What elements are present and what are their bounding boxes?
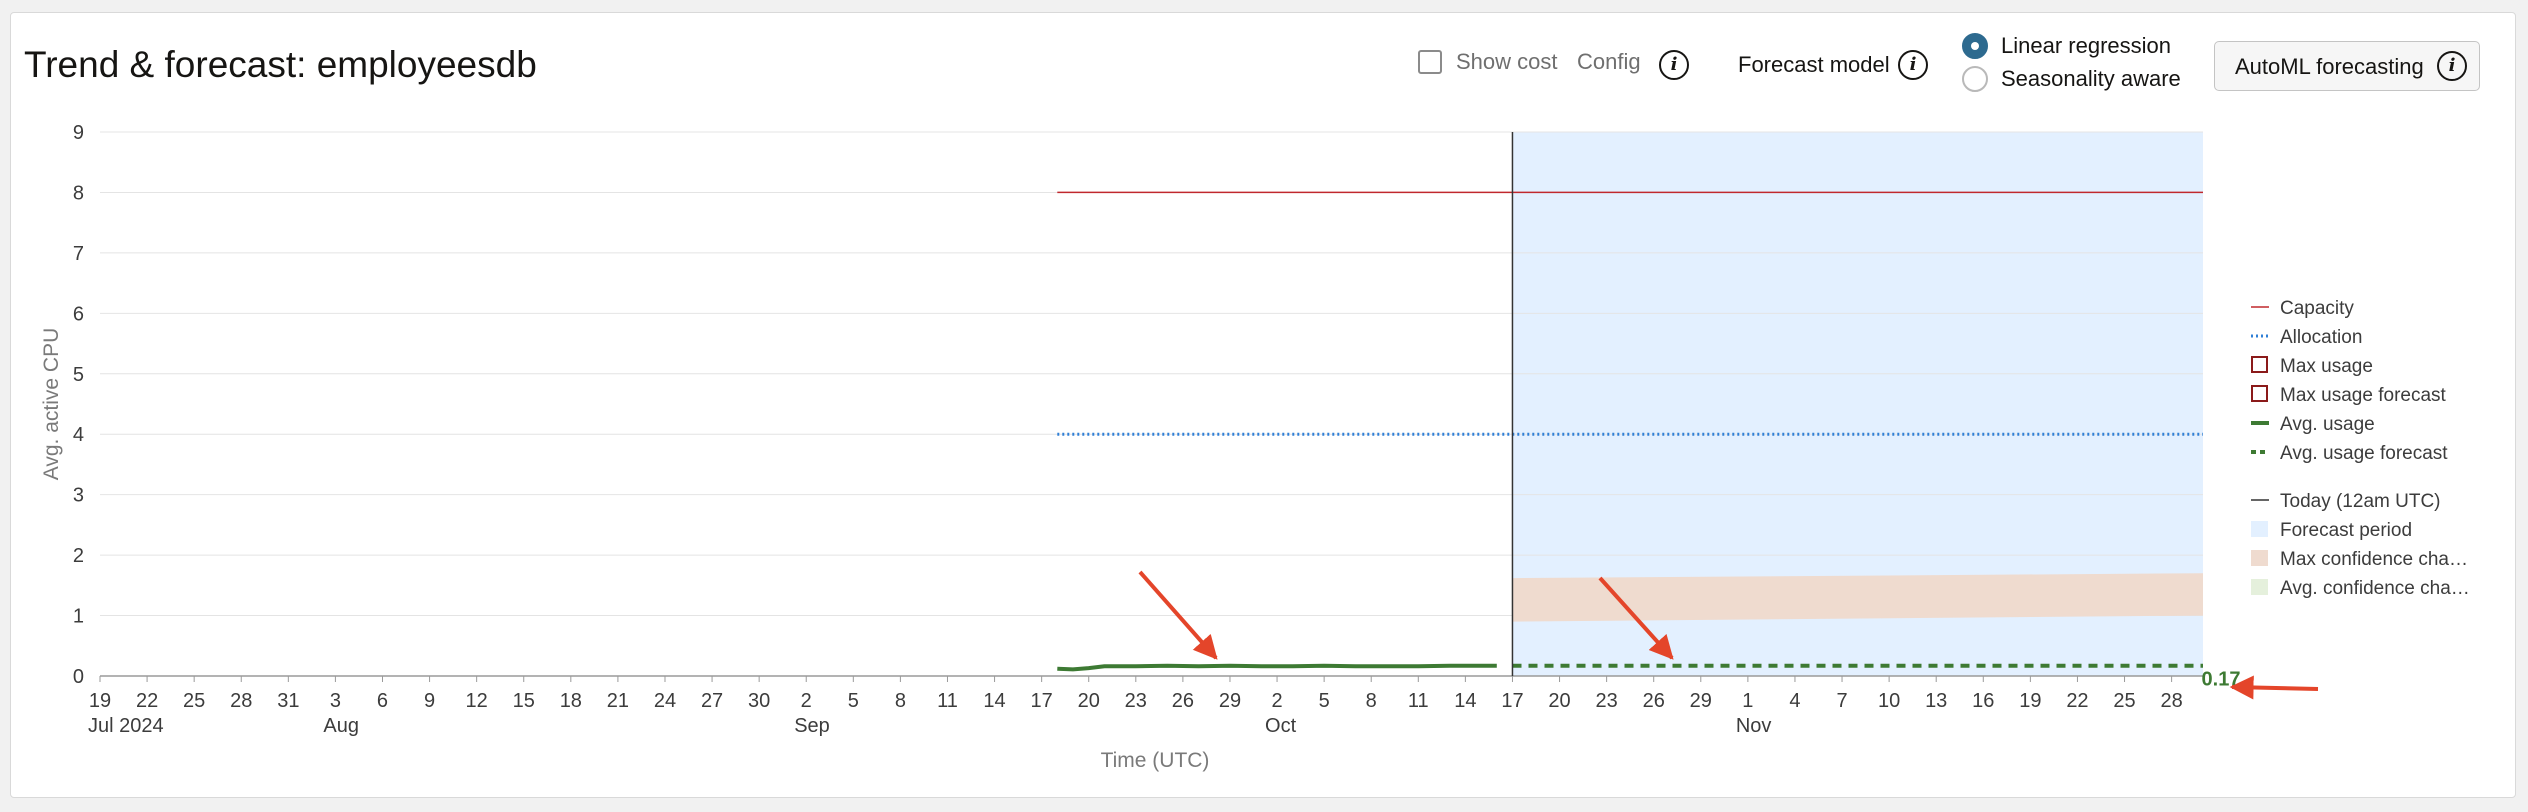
- y-tick-label: 6: [73, 303, 84, 325]
- x-tick-label: 17: [1031, 690, 1053, 712]
- annotation-arrow-forecast: [1598, 576, 1674, 660]
- x-tick-sublabel: Nov: [1736, 715, 1772, 737]
- x-tick-label: 18: [560, 690, 582, 712]
- radio-seasonality-aware-label[interactable]: Seasonality aware: [2001, 66, 2181, 91]
- legend-marker-max-confidence: [2251, 550, 2268, 566]
- legend-item-label: Max confidence cha…: [2280, 549, 2468, 570]
- show-cost-checkbox[interactable]: [1418, 50, 1442, 74]
- x-tick-label: 19: [89, 690, 111, 712]
- radio-linear-regression-label[interactable]: Linear regression: [2001, 33, 2171, 58]
- x-tick-label: 1: [1742, 690, 1753, 712]
- x-tick-label: 22: [136, 690, 158, 712]
- x-tick-label: 12: [466, 690, 488, 712]
- x-tick-label: 25: [2113, 690, 2135, 712]
- legend-item-label: Allocation: [2280, 327, 2362, 348]
- y-tick-label: 9: [73, 122, 84, 144]
- legend-marker-max-usage: [2251, 356, 2268, 373]
- forecast-model-info-icon[interactable]: i: [1898, 50, 1928, 80]
- x-tick-label: 9: [424, 690, 435, 712]
- x-tick-label: 3: [330, 690, 341, 712]
- y-tick-label: 8: [73, 182, 84, 204]
- y-tick-label: 3: [73, 485, 84, 507]
- forecast-model-label: Forecast model: [1738, 52, 1890, 77]
- annotation-arrow-avg-usage: [1138, 570, 1218, 660]
- radio-linear-regression[interactable]: [1962, 33, 1988, 59]
- legend-item-label: Capacity: [2280, 298, 2354, 319]
- series-avg-usage: [1057, 663, 1497, 672]
- x-tick-label: 13: [1925, 690, 1947, 712]
- legend-item-label: Avg. confidence cha…: [2280, 578, 2470, 599]
- x-tick-label: 28: [2160, 690, 2182, 712]
- x-tick-label: 28: [230, 690, 252, 712]
- x-tick-label: 19: [2019, 690, 2041, 712]
- x-tick-label: 26: [1172, 690, 1194, 712]
- max-confidence-band: [1512, 573, 2203, 622]
- automl-forecasting-button[interactable]: AutoML forecasting i: [2214, 41, 2480, 91]
- radio-seasonality-aware[interactable]: [1962, 66, 1988, 92]
- x-tick-sublabel: Sep: [794, 715, 830, 737]
- x-tick-label: 26: [1643, 690, 1665, 712]
- x-tick-label: 14: [1454, 690, 1476, 712]
- x-tick-sublabel: Jul 2024: [88, 715, 164, 737]
- y-tick-label: 2: [73, 545, 84, 567]
- y-tick-label: 4: [73, 424, 84, 446]
- x-tick-label: 2: [801, 690, 812, 712]
- x-tick-label: 21: [607, 690, 629, 712]
- show-cost-label[interactable]: Show cost: [1456, 49, 1558, 74]
- x-tick-label: 15: [513, 690, 535, 712]
- x-tick-label: 8: [1366, 690, 1377, 712]
- x-tick-label: 11: [1408, 690, 1429, 712]
- legend-item-label: Avg. usage forecast: [2280, 443, 2448, 464]
- x-tick-label: 4: [1789, 690, 1800, 712]
- x-tick-label: 20: [1548, 690, 1570, 712]
- x-tick-label: 16: [1972, 690, 1994, 712]
- automl-info-icon[interactable]: i: [2437, 51, 2467, 81]
- x-tick-sublabel: Oct: [1265, 715, 1297, 737]
- y-axis-label: Avg. active CPU: [40, 328, 63, 481]
- y-tick-label: 1: [73, 606, 84, 628]
- legend-item-label: Avg. usage: [2280, 414, 2375, 435]
- x-tick-label: 27: [701, 690, 723, 712]
- x-tick-label: 31: [277, 690, 299, 712]
- x-tick-label: 23: [1125, 690, 1147, 712]
- x-tick-label: 17: [1501, 690, 1523, 712]
- x-tick-label: 14: [983, 690, 1005, 712]
- legend-marker-forecast-period: [2251, 521, 2268, 537]
- x-tick-label: 5: [1319, 690, 1330, 712]
- annotation-arrow-end-value: [2229, 675, 2319, 700]
- x-tick-sublabel: Aug: [323, 715, 359, 737]
- x-axis-label: Time (UTC): [1101, 749, 1210, 772]
- x-tick-label: 29: [1690, 690, 1712, 712]
- x-tick-label: 7: [1836, 690, 1847, 712]
- legend-item-label: Today (12am UTC): [2280, 491, 2441, 512]
- x-tick-label: 20: [1078, 690, 1100, 712]
- x-tick-label: 24: [654, 690, 676, 712]
- config-info-icon[interactable]: i: [1659, 50, 1689, 80]
- x-tick-label: 5: [848, 690, 859, 712]
- y-tick-label: 5: [73, 364, 84, 386]
- legend-item-label: Max usage forecast: [2280, 385, 2447, 406]
- config-link[interactable]: Config: [1577, 49, 1641, 74]
- x-tick-label: 2: [1271, 690, 1282, 712]
- x-tick-label: 8: [895, 690, 906, 712]
- x-tick-label: 6: [377, 690, 388, 712]
- y-tick-label: 7: [73, 243, 84, 265]
- x-tick-label: 25: [183, 690, 205, 712]
- x-tick-label: 30: [748, 690, 770, 712]
- legend-item-label: Forecast period: [2280, 520, 2412, 541]
- page-title: Trend & forecast: employeesdb: [24, 44, 537, 85]
- legend-marker-avg-confidence: [2251, 579, 2268, 595]
- x-tick-label: 29: [1219, 690, 1241, 712]
- x-tick-label: 11: [937, 690, 958, 712]
- legend-marker-max-usage: [2251, 385, 2268, 402]
- automl-forecasting-label: AutoML forecasting: [2235, 54, 2424, 79]
- legend-item-label: Max usage: [2280, 356, 2373, 377]
- x-tick-label: 10: [1878, 690, 1900, 712]
- x-tick-label: 23: [1596, 690, 1618, 712]
- x-tick-label: 22: [2066, 690, 2088, 712]
- y-tick-label: 0: [73, 666, 84, 688]
